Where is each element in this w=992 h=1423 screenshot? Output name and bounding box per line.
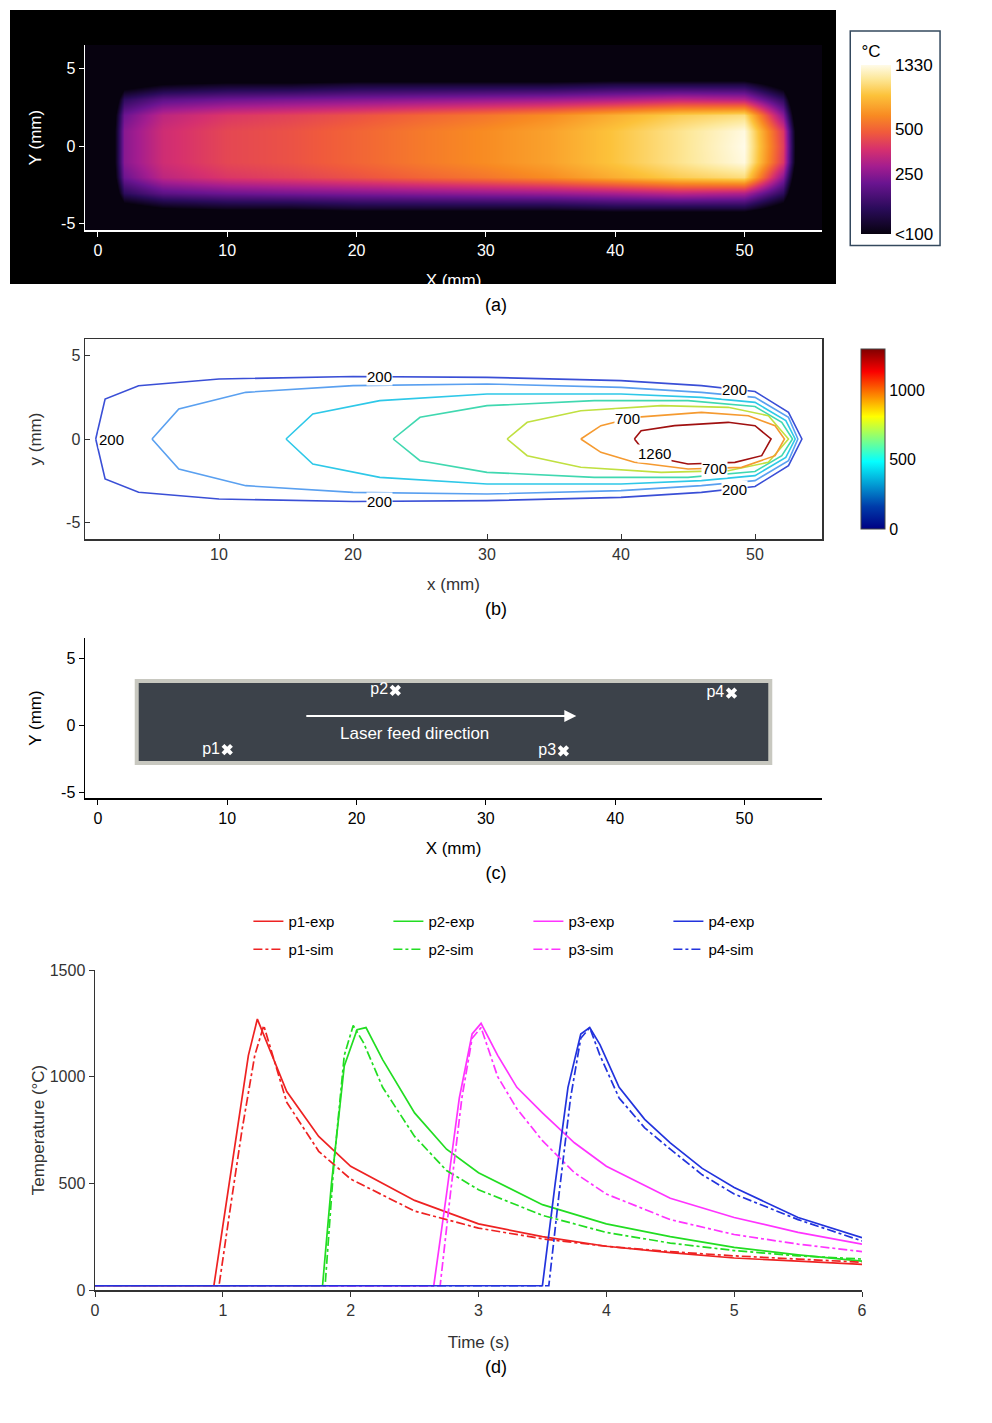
svg-text:Time (s): Time (s) bbox=[448, 1333, 510, 1352]
svg-text:0: 0 bbox=[93, 810, 102, 827]
svg-text:1: 1 bbox=[218, 1302, 227, 1319]
svg-text:0: 0 bbox=[889, 521, 898, 538]
svg-text:20: 20 bbox=[348, 810, 366, 827]
svg-text:p3-exp: p3-exp bbox=[568, 913, 614, 930]
svg-text:0: 0 bbox=[93, 242, 102, 259]
svg-text:30: 30 bbox=[478, 546, 496, 563]
svg-text:6: 6 bbox=[858, 1302, 867, 1319]
svg-text:10: 10 bbox=[210, 546, 228, 563]
svg-text:250: 250 bbox=[895, 165, 923, 184]
svg-text:p1-exp: p1-exp bbox=[288, 913, 334, 930]
svg-text:0: 0 bbox=[71, 431, 80, 448]
svg-text:X (mm): X (mm) bbox=[426, 271, 482, 290]
svg-text:x (mm): x (mm) bbox=[427, 575, 480, 594]
svg-text:40: 40 bbox=[612, 546, 630, 563]
svg-text:p3: p3 bbox=[538, 741, 556, 758]
svg-text:Y (mm): Y (mm) bbox=[26, 690, 45, 745]
svg-text:20: 20 bbox=[348, 242, 366, 259]
svg-text:50: 50 bbox=[736, 810, 754, 827]
svg-text:Y (mm): Y (mm) bbox=[26, 110, 45, 165]
svg-text:3: 3 bbox=[474, 1302, 483, 1319]
svg-text:50: 50 bbox=[746, 546, 764, 563]
svg-text:°C: °C bbox=[861, 42, 880, 61]
svg-text:p4: p4 bbox=[706, 683, 724, 700]
svg-text:0: 0 bbox=[66, 138, 75, 155]
html-text:(b): (b) bbox=[485, 599, 507, 619]
svg-text:200: 200 bbox=[99, 431, 124, 448]
svg-text:200: 200 bbox=[367, 493, 392, 510]
svg-text:10: 10 bbox=[218, 242, 236, 259]
svg-text:-5: -5 bbox=[66, 514, 80, 531]
svg-text:<100: <100 bbox=[895, 225, 933, 244]
svg-text:50: 50 bbox=[736, 242, 754, 259]
svg-text:30: 30 bbox=[477, 810, 495, 827]
svg-text:200: 200 bbox=[722, 381, 747, 398]
svg-text:40: 40 bbox=[606, 810, 624, 827]
svg-text:1000: 1000 bbox=[889, 382, 925, 399]
svg-text:0: 0 bbox=[91, 1302, 100, 1319]
svg-text:1260: 1260 bbox=[638, 445, 671, 462]
svg-text:10: 10 bbox=[218, 810, 236, 827]
svg-text:p1: p1 bbox=[202, 740, 220, 757]
svg-text:X (mm): X (mm) bbox=[426, 839, 482, 858]
svg-text:500: 500 bbox=[59, 1175, 86, 1192]
svg-text:500: 500 bbox=[889, 451, 916, 468]
svg-text:20: 20 bbox=[344, 546, 362, 563]
svg-text:200: 200 bbox=[722, 481, 747, 498]
svg-text:40: 40 bbox=[606, 242, 624, 259]
svg-text:5: 5 bbox=[66, 650, 75, 667]
svg-text:1330: 1330 bbox=[895, 56, 933, 75]
svg-text:p4-sim: p4-sim bbox=[708, 941, 753, 958]
svg-text:p3-sim: p3-sim bbox=[568, 941, 613, 958]
svg-text:Temperature (°C): Temperature (°C) bbox=[29, 1065, 48, 1196]
svg-text:p2-sim: p2-sim bbox=[428, 941, 473, 958]
svg-text:30: 30 bbox=[477, 242, 495, 259]
svg-text:5: 5 bbox=[66, 60, 75, 77]
html-text:(d): (d) bbox=[485, 1357, 507, 1377]
svg-text:0: 0 bbox=[66, 717, 75, 734]
svg-text:1500: 1500 bbox=[50, 962, 86, 979]
svg-text:5: 5 bbox=[730, 1302, 739, 1319]
svg-text:700: 700 bbox=[615, 410, 640, 427]
html-text:(c): (c) bbox=[485, 863, 507, 883]
svg-text:Laser feed direction: Laser feed direction bbox=[340, 724, 489, 743]
svg-text:-5: -5 bbox=[61, 784, 75, 801]
svg-text:-5: -5 bbox=[61, 215, 75, 232]
svg-text:500: 500 bbox=[895, 120, 923, 139]
svg-text:4: 4 bbox=[602, 1302, 611, 1319]
svg-text:0: 0 bbox=[76, 1282, 85, 1299]
svg-text:1000: 1000 bbox=[50, 1068, 86, 1085]
svg-text:p2: p2 bbox=[370, 680, 388, 697]
svg-text:p2-exp: p2-exp bbox=[428, 913, 474, 930]
svg-text:p1-sim: p1-sim bbox=[288, 941, 333, 958]
svg-text:p4-exp: p4-exp bbox=[708, 913, 754, 930]
html-text:(a): (a) bbox=[485, 295, 507, 315]
svg-text:2: 2 bbox=[346, 1302, 355, 1319]
svg-text:200: 200 bbox=[367, 368, 392, 385]
svg-text:y (mm): y (mm) bbox=[26, 413, 45, 466]
svg-text:700: 700 bbox=[702, 460, 727, 477]
svg-text:5: 5 bbox=[71, 347, 80, 364]
